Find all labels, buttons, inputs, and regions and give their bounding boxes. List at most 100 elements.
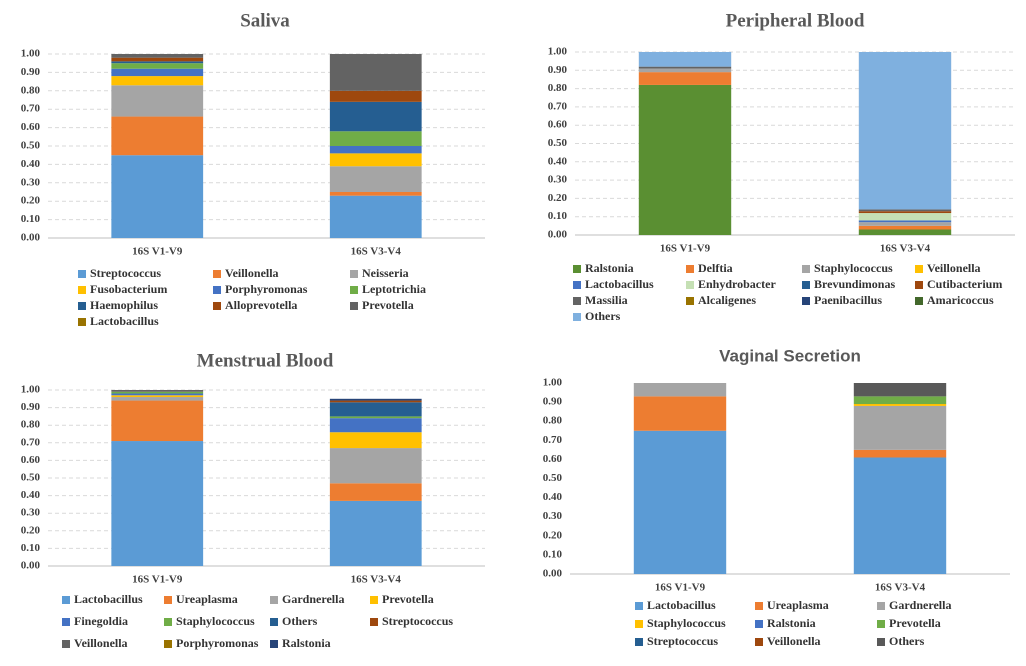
legend-swatch (755, 620, 763, 628)
y-tick-label: 0.90 (21, 66, 41, 78)
y-tick-label: 0.90 (21, 401, 41, 413)
legend-label: Staphylococcus (814, 261, 893, 275)
legend-label: Finegoldia (74, 614, 128, 628)
y-tick-label: 0.60 (548, 119, 568, 131)
bar-segment (329, 90, 422, 102)
legend-swatch (915, 265, 923, 273)
y-tick-label: 0.70 (543, 434, 563, 446)
chart-title: Vaginal Secretion (719, 346, 861, 365)
legend-swatch (635, 638, 643, 646)
y-tick-label: 0.10 (21, 542, 41, 554)
y-tick-label: 0.50 (543, 472, 563, 484)
x-tick-label: 16S V3-V4 (875, 582, 926, 594)
legend-label: Enhydrobacter (698, 277, 776, 291)
legend-label: Gardnerella (889, 598, 951, 612)
bar-segment (111, 155, 204, 238)
y-tick-label: 0.20 (21, 524, 41, 536)
legend-label: Veillonella (927, 261, 981, 275)
y-tick-label: 0.20 (21, 195, 41, 207)
bar-segment (853, 396, 947, 405)
bar-segment (329, 398, 422, 401)
legend-swatch (78, 286, 86, 294)
y-tick-label: 0.80 (21, 419, 41, 431)
y-tick-label: 0.10 (21, 213, 41, 225)
y-tick-label: 0.50 (21, 140, 41, 152)
bar-segment (638, 84, 732, 235)
bar-segment (329, 448, 422, 484)
bar-segment (853, 405, 947, 450)
legend-label: Lactobacillus (647, 598, 716, 612)
legend-swatch (635, 602, 643, 610)
legend-label: Amaricoccus (927, 293, 994, 307)
legend-label: Ureaplasma (176, 592, 238, 606)
bar-segment (638, 52, 732, 67)
bar-segment (329, 192, 422, 196)
legend-swatch (755, 602, 763, 610)
legend-label: Porphyromonas (176, 636, 259, 650)
y-tick-label: 0.00 (21, 560, 41, 572)
bar-segment (111, 393, 204, 396)
chart-title: Menstrual Blood (197, 350, 334, 371)
legend-label: Others (585, 309, 621, 323)
y-tick-label: 0.70 (21, 103, 41, 115)
legend-swatch (270, 618, 278, 626)
y-tick-label: 0.10 (543, 548, 563, 560)
legend-label: Others (889, 634, 925, 648)
bar-segment (111, 54, 204, 58)
legend-label: Streptococcus (90, 266, 161, 280)
y-tick-label: 0.40 (548, 155, 568, 167)
legend-swatch (686, 281, 694, 289)
y-tick-label: 0.40 (21, 489, 41, 501)
legend-label: Massilia (585, 293, 628, 307)
bar-segment (638, 66, 732, 69)
legend-label: Gardnerella (282, 592, 344, 606)
y-tick-label: 0.90 (543, 396, 563, 408)
legend-swatch (270, 596, 278, 604)
legend-label: Prevotella (382, 592, 434, 606)
bar-segment (329, 54, 422, 91)
bar-segment (111, 390, 204, 392)
legend-swatch (573, 265, 581, 273)
bar-segment (329, 166, 422, 192)
bar-segment (111, 391, 204, 394)
legend-swatch (802, 265, 810, 273)
legend-swatch (755, 638, 763, 646)
y-tick-label: 1.00 (21, 384, 41, 396)
legend-label: Cutibacterium (927, 277, 1002, 291)
bar-segment (329, 402, 422, 417)
legend-swatch (270, 640, 278, 648)
legend-swatch (802, 297, 810, 305)
legend-label: Staphylococcus (647, 616, 726, 630)
legend-swatch (350, 286, 358, 294)
bar-segment (329, 500, 422, 566)
bar-segment (329, 131, 422, 146)
legend-label: Veillonella (74, 636, 128, 650)
legend-label: Leptotrichia (362, 282, 426, 296)
bar-segment (329, 400, 422, 403)
y-tick-label: 0.70 (548, 100, 568, 112)
bar-segment (111, 397, 204, 401)
legend-label: Paenibacillus (814, 293, 882, 307)
legend-swatch (686, 297, 694, 305)
bar-segment (111, 116, 204, 156)
y-tick-label: 0.50 (548, 137, 568, 149)
legend-swatch (78, 302, 86, 310)
chart-title: Peripheral Blood (726, 10, 865, 31)
bar-segment (111, 441, 204, 566)
legend-swatch (350, 302, 358, 310)
legend-label: Staphylococcus (176, 614, 255, 628)
bar-segment (329, 416, 422, 419)
legend-label: Streptococcus (647, 634, 718, 648)
bar-segment (633, 383, 727, 397)
y-tick-label: 0.30 (21, 507, 41, 519)
legend-label: Ralstonia (282, 636, 331, 650)
bar-segment (329, 418, 422, 433)
bar-segment (853, 383, 947, 397)
legend-swatch (62, 640, 70, 648)
y-tick-label: 0.70 (21, 436, 41, 448)
bar-segment (329, 432, 422, 449)
y-tick-label: 0.00 (543, 568, 563, 580)
y-tick-label: 0.00 (21, 232, 41, 244)
bar-segment (858, 222, 952, 226)
